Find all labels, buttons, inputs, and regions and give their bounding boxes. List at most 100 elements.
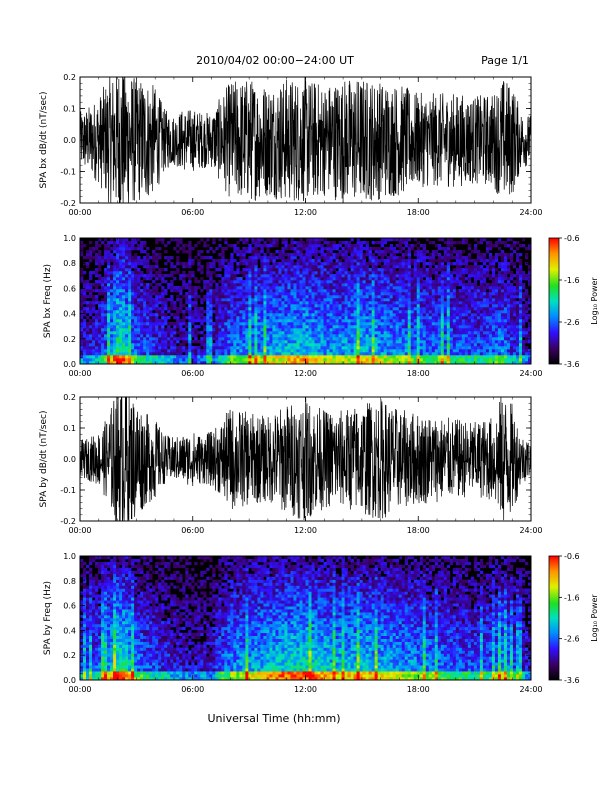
spectrogram-cell: [290, 277, 294, 281]
spectrogram-cell: [347, 307, 351, 311]
spectrogram-cell: [188, 262, 192, 266]
spectrogram-cell: [251, 271, 255, 275]
spectrogram-cell: [437, 352, 442, 356]
spectrogram-cell: [140, 358, 144, 362]
spectrogram-cell: [158, 256, 162, 260]
spectrogram-cell: [209, 277, 213, 281]
spectrogram-cell: [245, 355, 249, 359]
spectrogram-cell: [266, 346, 270, 350]
spectrogram-cell: [80, 277, 84, 281]
spectrogram-cell: [341, 289, 345, 293]
spectrogram-cell: [233, 310, 237, 314]
spectrogram-cell: [104, 238, 108, 242]
spectrogram-cell: [173, 346, 177, 350]
spectrogram-cell: [464, 271, 469, 275]
spectrogram-cell: [371, 340, 375, 344]
spectrogram-cell: [428, 358, 433, 362]
spectrogram-cell: [464, 304, 469, 308]
spectrogram-cell: [374, 346, 378, 350]
spectrogram-cell: [431, 316, 436, 320]
spectrogram-cell: [245, 277, 249, 281]
spectrogram-cell: [347, 262, 351, 266]
spectrogram-cell: [377, 286, 381, 290]
spectrogram-cell: [152, 328, 156, 332]
spectrogram-cell: [248, 328, 252, 332]
spectrogram-cell: [386, 346, 390, 350]
spectrogram-cell: [293, 274, 297, 278]
spectrogram-cell: [116, 268, 120, 272]
spectrogram-cell: [431, 328, 436, 332]
spectrogram-cell: [323, 319, 327, 323]
spectrogram-cell: [116, 316, 120, 320]
spectrogram-cell: [302, 316, 306, 320]
spectrogram-cell: [356, 340, 360, 344]
spectrogram-cell: [176, 238, 180, 242]
spectrogram-cell: [368, 346, 372, 350]
spectrogram-cell: [260, 361, 264, 365]
spectrogram-cell: [473, 307, 478, 311]
spectrogram-cell: [134, 337, 138, 341]
spectrogram-cell: [464, 328, 469, 332]
spectrogram-cell: [449, 316, 454, 320]
spectrogram-cell: [170, 274, 174, 278]
spectrogram-cell: [419, 289, 424, 293]
spectrogram-cell: [449, 271, 454, 275]
spectrogram-cell: [446, 325, 451, 329]
spectrogram-cell: [218, 322, 222, 326]
spectrogram-cell: [410, 280, 415, 284]
spectrogram-cell: [281, 280, 285, 284]
spectrogram-cell: [371, 268, 375, 272]
spectrogram-cell: [305, 292, 309, 296]
spectrogram-cell: [323, 274, 327, 278]
spectrogram-cell: [464, 319, 469, 323]
spectrogram-cell: [317, 331, 321, 335]
spectrogram-cell: [401, 313, 406, 317]
spectrogram-cell: [92, 319, 96, 323]
spectrogram-cell: [110, 349, 114, 353]
spectrogram-cell: [461, 274, 466, 278]
spectrogram-cell: [218, 337, 222, 341]
spectrogram-cell: [89, 361, 93, 365]
spectrogram-cell: [92, 301, 96, 305]
spectrogram-cell: [107, 304, 111, 308]
spectrogram-cell: [443, 337, 448, 341]
spectrogram-cell: [242, 331, 246, 335]
spectrogram-cell: [209, 307, 213, 311]
spectrogram-cell: [413, 325, 418, 329]
spectrogram-cell: [413, 292, 418, 296]
spectrogram-cell: [308, 238, 312, 242]
spectrogram-cell: [458, 328, 463, 332]
spectrogram-cell: [407, 343, 412, 347]
spectrogram-cell: [338, 340, 342, 344]
spectrogram-cell: [374, 268, 378, 272]
spectrogram-cell: [269, 259, 273, 263]
spectrogram-cell: [344, 250, 348, 254]
spectrogram-cell: [320, 292, 324, 296]
spectrogram-cell: [323, 289, 327, 293]
spectrogram-cell: [323, 307, 327, 311]
spectrogram-cell: [293, 352, 297, 356]
spectrogram-cell: [89, 352, 93, 356]
spectrogram-cell: [287, 328, 291, 332]
spectrogram-cell: [353, 310, 357, 314]
spectrogram-cell: [266, 298, 270, 302]
spectrogram-cell: [179, 355, 183, 359]
spectrogram-cell: [395, 355, 400, 359]
spectrogram-cell: [86, 328, 90, 332]
spectrogram-cell: [218, 280, 222, 284]
spectrogram-cell: [212, 265, 216, 269]
spectrogram-cell: [233, 277, 237, 281]
spectrogram-cell: [320, 322, 324, 326]
spectrogram-cell: [338, 298, 342, 302]
spectrogram-cell: [101, 277, 105, 281]
spectrogram-cell: [140, 307, 144, 311]
spectrogram-cell: [89, 286, 93, 290]
spectrogram-cell: [449, 298, 454, 302]
spectrogram-cell: [167, 361, 171, 365]
spectrogram-cell: [431, 301, 436, 305]
spectrogram-cell: [257, 361, 261, 365]
spectrogram-cell: [179, 241, 183, 245]
spectrogram-cell: [266, 256, 270, 260]
spectrogram-cell: [386, 298, 390, 302]
spectrogram-cell: [188, 280, 192, 284]
